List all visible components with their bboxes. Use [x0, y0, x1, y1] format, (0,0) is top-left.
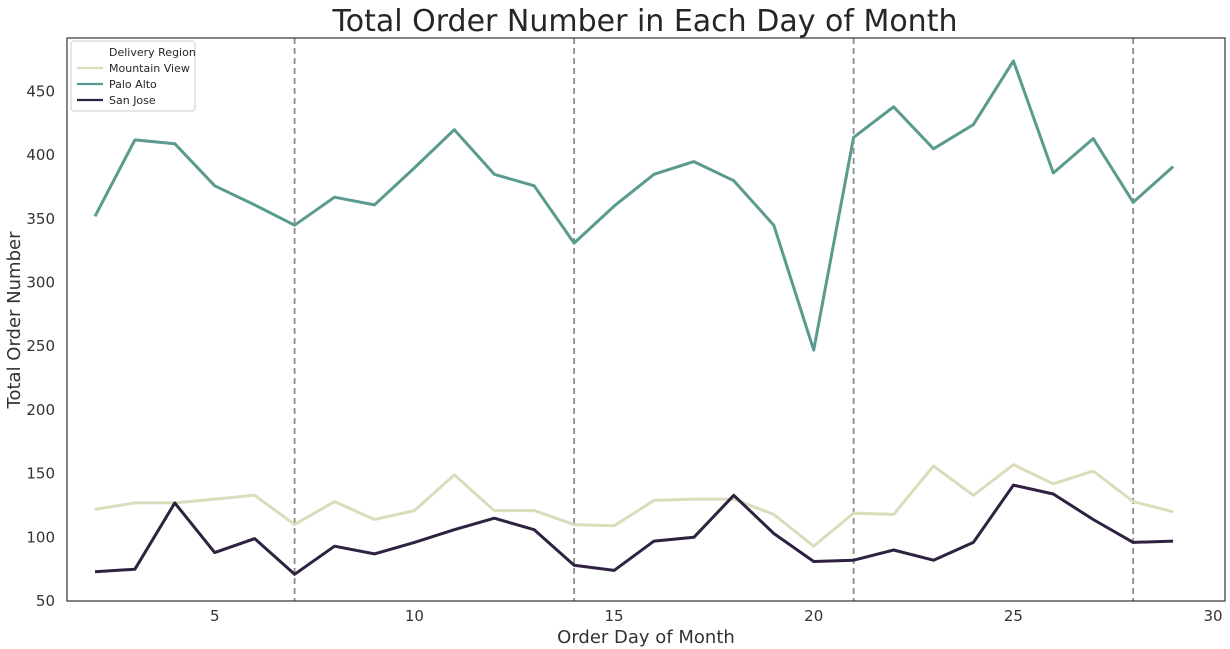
y-tick-label: 50	[36, 592, 55, 610]
legend-item-label: Mountain View	[109, 62, 190, 75]
plot-area	[66, 37, 1226, 602]
legend-box	[70, 40, 196, 112]
chart-title: Total Order Number in Each Day of Month	[332, 4, 958, 39]
legend-item-label: San Jose	[109, 94, 156, 107]
x-tick-label: 30	[1203, 607, 1222, 625]
x-tick-label: 5	[210, 607, 220, 625]
x-tick-label: 15	[605, 607, 624, 625]
y-tick-label: 450	[26, 82, 55, 100]
legend-title: Delivery Region	[109, 46, 196, 59]
series-line-palo-alto	[93, 59, 1175, 352]
y-tick-label: 300	[26, 274, 55, 292]
y-tick-label: 150	[26, 465, 55, 483]
x-axis: 5 10 15 20 25 30	[210, 607, 1223, 625]
y-axis: 50 100 150 200 250 300 350 400 450	[26, 82, 55, 610]
x-tick-label: 20	[804, 607, 823, 625]
series-lines	[93, 59, 1175, 576]
y-tick-label: 350	[26, 210, 55, 228]
reference-lines	[293, 38, 1135, 601]
series-line-mountain-view	[94, 463, 1174, 548]
y-tick-label: 100	[26, 528, 55, 546]
x-axis-label: Order Day of Month	[557, 627, 735, 648]
series-line-san-jose	[94, 483, 1174, 576]
y-tick-label: 200	[26, 401, 55, 419]
x-tick-label: 25	[1004, 607, 1023, 625]
x-tick-label: 10	[405, 607, 424, 625]
legend-item-label: Palo Alto	[109, 78, 157, 91]
legend: Delivery Region Mountain View Palo Alto Sa…	[70, 40, 196, 112]
y-tick-label: 250	[26, 337, 55, 355]
y-tick-label: 400	[26, 146, 55, 164]
y-axis-label: Total Order Number	[4, 231, 25, 410]
